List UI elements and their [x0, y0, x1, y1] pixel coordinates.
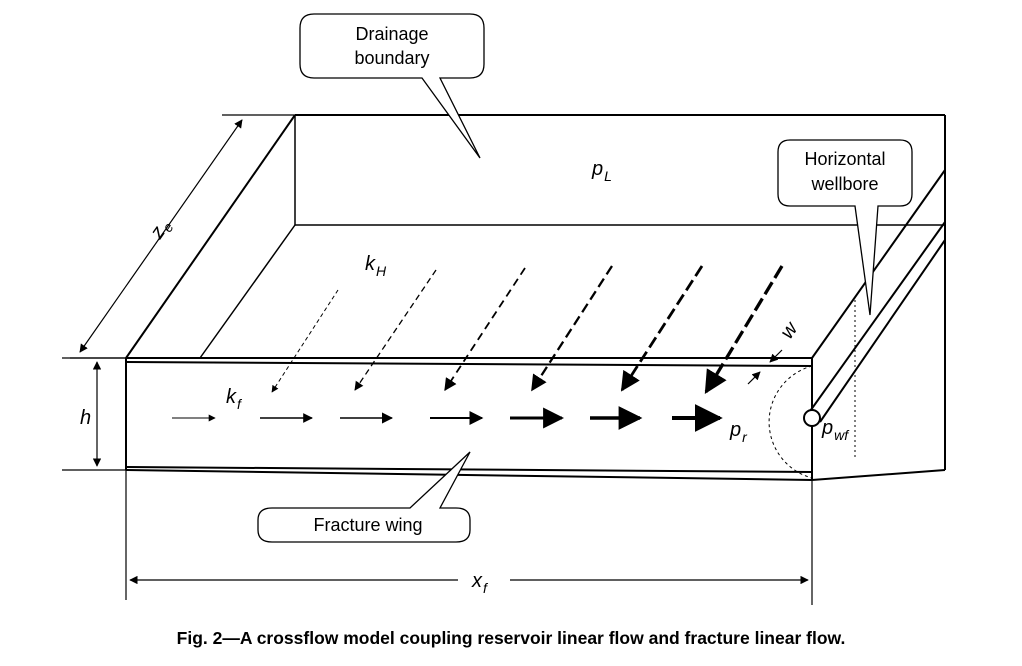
drainage-callout-line1: Drainage: [355, 24, 428, 44]
ze-dimension: [70, 114, 295, 359]
fracture-wing-callout-text: Fracture wing: [313, 515, 422, 535]
pwf-label: pwf: [821, 417, 850, 443]
xf-dimension: [125, 470, 813, 605]
xf-label: xf: [471, 570, 489, 596]
wellbore-callout-line1: Horizontal: [804, 149, 885, 169]
kf-label: kf: [226, 386, 243, 412]
drainage-callout-line2: boundary: [354, 48, 429, 68]
kH-label: kH: [365, 253, 387, 279]
horizontal-wellbore-callout: Horizontal wellbore: [777, 139, 913, 316]
h-dimension: [62, 357, 126, 471]
w-dimension: [747, 349, 783, 385]
fracture-wing-slab: [125, 361, 813, 473]
pL-label: pL: [591, 158, 612, 184]
figure-caption: Fig. 2—A crossflow model coupling reserv…: [176, 628, 846, 648]
ze-label: ze: [146, 215, 177, 245]
reservoir-arrow-4: [531, 265, 613, 392]
pr-label: pr: [729, 419, 748, 445]
reservoir-flow-arrows: [271, 265, 784, 394]
reservoir-box: [125, 114, 946, 481]
drainage-boundary-callout: Drainage boundary: [299, 13, 485, 159]
h-label: h: [80, 407, 91, 429]
reservoir-arrow-3: [444, 267, 526, 392]
w-label: w: [776, 317, 803, 343]
reservoir-arrow-6: [704, 265, 784, 394]
fracture-wing-callout: Fracture wing: [257, 451, 471, 543]
wellbore-callout-line2: wellbore: [810, 174, 878, 194]
reservoir-arrow-1: [271, 289, 339, 393]
reservoir-arrow-2: [354, 269, 437, 391]
horizontal-wellbore-pipe: [803, 221, 946, 427]
reservoir-arrow-5: [620, 265, 704, 392]
